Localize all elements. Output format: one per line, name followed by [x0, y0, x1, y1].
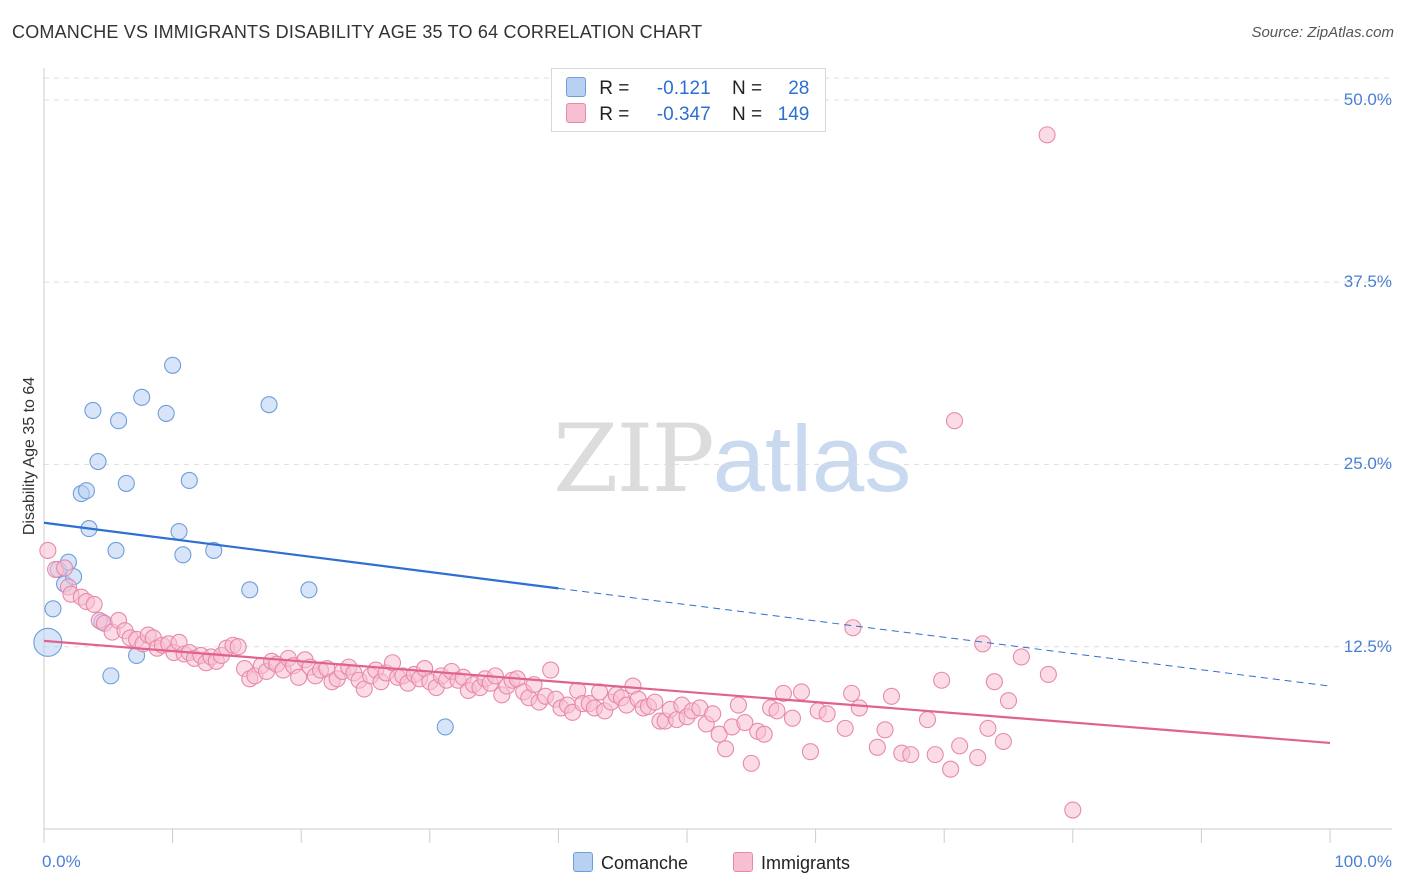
comanche-point [174, 546, 192, 564]
r-label: R = [599, 78, 630, 99]
immigrants-point [918, 711, 937, 729]
chart-title: COMANCHE VS IMMIGRANTS DISABILITY AGE 35… [12, 22, 703, 42]
immigrants-trendline [43, 639, 1331, 745]
immigrants-point [229, 638, 247, 656]
comanche-point [164, 356, 182, 374]
comanche-point [241, 581, 259, 599]
comanche-trendline-extension [558, 587, 1331, 687]
comanche-point [89, 452, 107, 471]
bottom-legend-comanche: Comanche [573, 852, 688, 874]
comanche-swatch [573, 852, 593, 872]
r-value: -0.347 [656, 104, 711, 125]
immigrants-point [999, 692, 1018, 710]
immigrants-point [843, 684, 861, 702]
comanche-point [107, 541, 125, 560]
immigrants-point [974, 635, 992, 653]
watermark: ZIPatlas [553, 405, 911, 514]
y-tick-label: 25.0% [1343, 454, 1392, 474]
immigrants-point [783, 709, 802, 727]
immigrants-point [1012, 648, 1030, 666]
x-tick-label-max: 100.0% [1334, 852, 1392, 871]
source-label: Source: ZipAtlas.com [1251, 24, 1394, 41]
immigrants-swatch [566, 103, 586, 123]
immigrants-point [56, 559, 74, 577]
watermark-zip: ZIP [553, 405, 715, 514]
comanche-point [205, 541, 223, 560]
n-value: 149 [777, 104, 810, 125]
immigrants-point [646, 693, 664, 711]
legend-row-immigrants: R = -0.347 N = 149 [566, 103, 809, 125]
comanche-point [260, 396, 278, 414]
immigrants-point [951, 737, 969, 755]
immigrants-point [717, 740, 735, 758]
n-label: N = [731, 104, 763, 125]
immigrants-point [844, 619, 862, 637]
comanche-swatch [566, 77, 586, 97]
comanche-point [180, 471, 198, 490]
immigrants-point [1039, 665, 1057, 683]
immigrants-point [39, 541, 57, 560]
stats-legend: R = -0.121 N = 28 R = -0.347 N = 149 [551, 68, 826, 132]
n-value: 28 [788, 78, 810, 99]
immigrants-point [985, 673, 1003, 691]
immigrants-point [933, 671, 951, 689]
comanche-point [84, 401, 102, 420]
immigrants-swatch [733, 852, 753, 872]
immigrants-point [882, 687, 901, 705]
immigrants-point [290, 668, 308, 686]
immigrants-point [542, 661, 560, 679]
comanche-point [157, 404, 175, 422]
immigrants-point [902, 746, 920, 764]
y-tick-label: 12.5% [1343, 636, 1392, 656]
series-name: Comanche [601, 853, 689, 873]
immigrants-point [736, 713, 754, 732]
comanche-point [77, 482, 95, 500]
r-value: -0.121 [656, 78, 711, 99]
immigrants-point [926, 746, 944, 764]
immigrants-point [704, 705, 722, 723]
immigrants-point [979, 719, 997, 737]
immigrants-point [85, 595, 103, 613]
immigrants-point [729, 696, 747, 714]
bottom-legend-immigrants: Immigrants [733, 852, 850, 874]
y-tick-label: 50.0% [1343, 89, 1392, 109]
r-label: R = [599, 104, 630, 125]
comanche-point [300, 581, 318, 599]
y-tick-label: 37.5% [1343, 272, 1392, 292]
immigrants-point [850, 699, 868, 717]
immigrants-point [710, 725, 728, 743]
immigrants-point [1038, 126, 1056, 144]
comanche-trendline [43, 521, 559, 590]
comanche-point [110, 412, 128, 430]
immigrants-point [768, 702, 786, 720]
comanche-point [117, 474, 135, 492]
immigrants-point [792, 683, 811, 701]
immigrants-point [945, 412, 964, 430]
comanche-point [170, 522, 188, 541]
comanche-point [102, 667, 120, 685]
immigrants-point [868, 738, 886, 756]
comanche-point [44, 600, 62, 618]
watermark-atlas: atlas [712, 406, 912, 511]
immigrants-point [876, 721, 894, 739]
legend-row-comanche: R = -0.121 N = 28 [566, 77, 809, 99]
immigrants-point [818, 705, 836, 723]
immigrants-point [742, 754, 760, 772]
comanche-point [436, 718, 454, 736]
immigrants-point [969, 748, 987, 767]
immigrants-point [1064, 801, 1082, 819]
x-tick-label-min: 0.0% [42, 852, 81, 871]
immigrants-point [836, 719, 854, 737]
immigrants-point [774, 684, 793, 702]
immigrants-point [942, 760, 960, 778]
immigrants-point [755, 725, 773, 743]
n-label: N = [731, 78, 763, 99]
series-name: Immigrants [761, 853, 851, 873]
immigrants-point [801, 743, 820, 761]
immigrants-point [994, 732, 1012, 751]
comanche-point [133, 388, 151, 406]
